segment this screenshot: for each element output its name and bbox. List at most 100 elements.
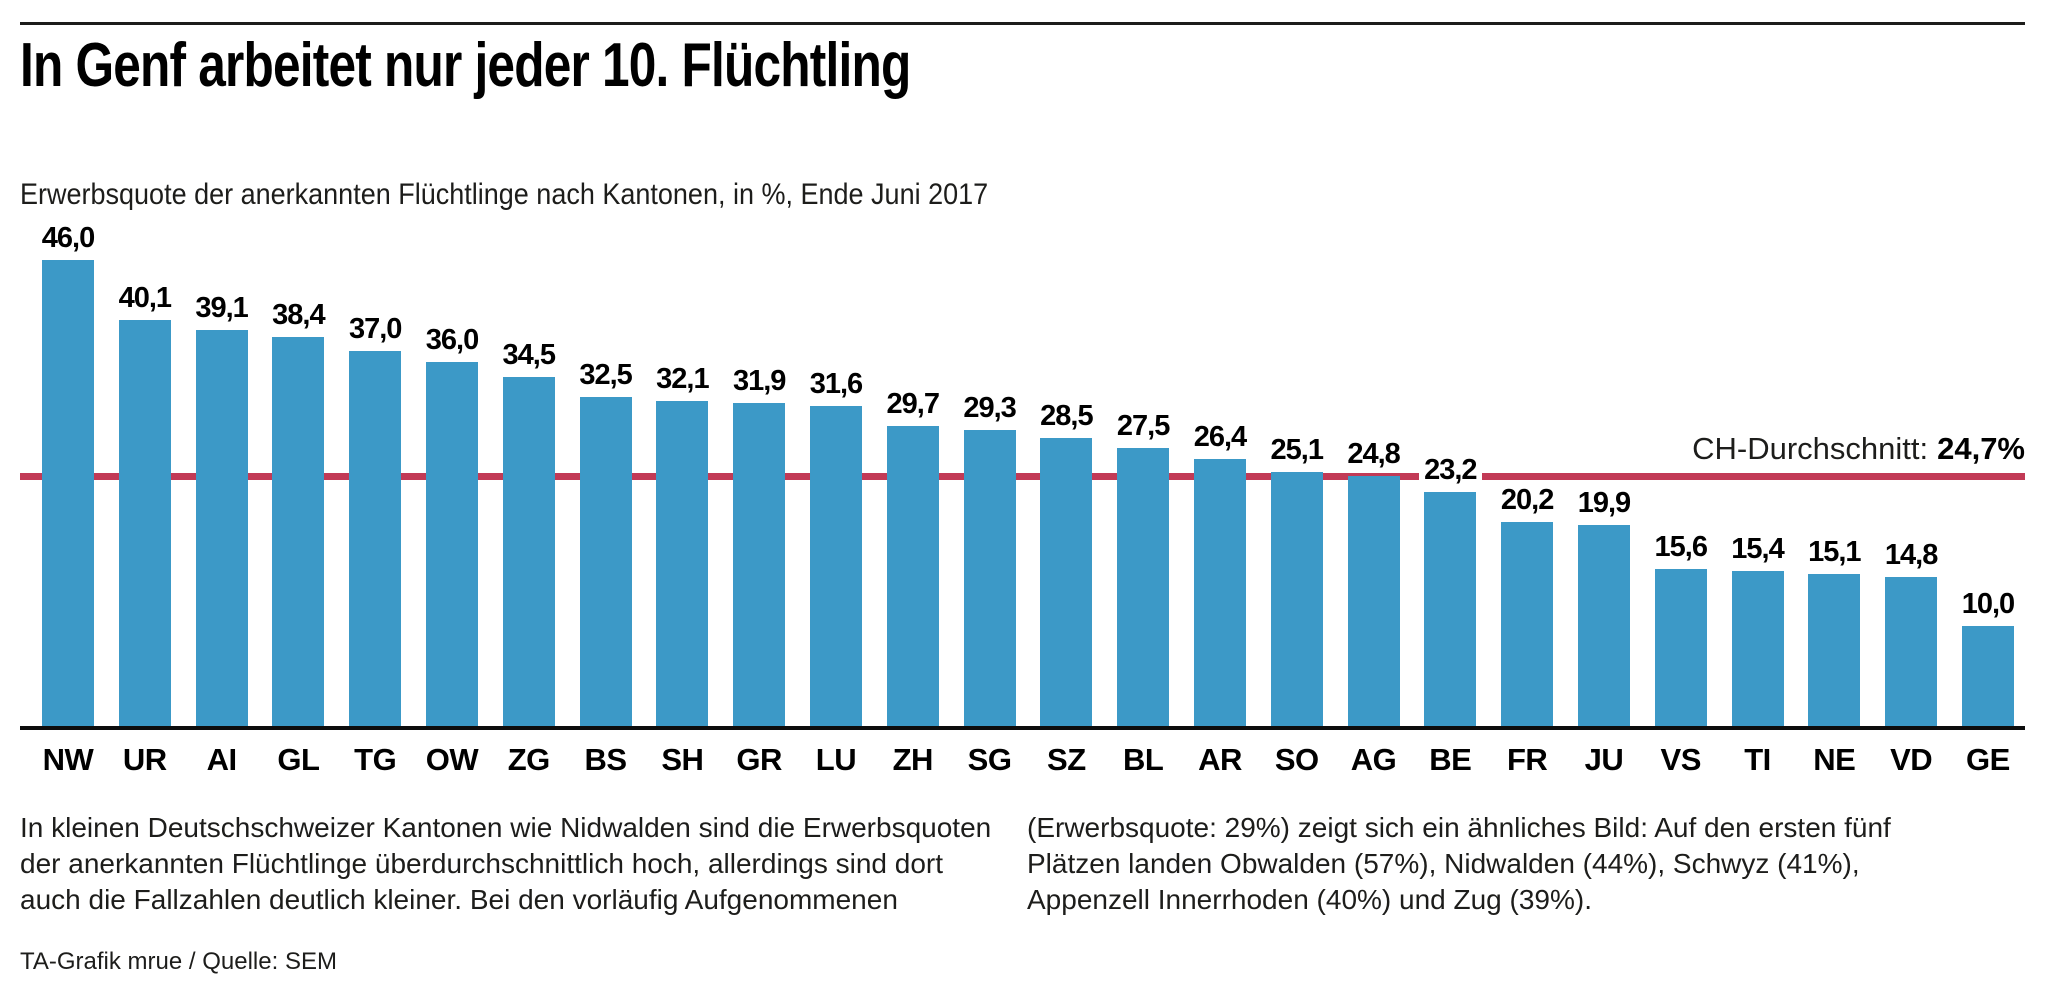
category-label-ne: NE <box>1813 742 1856 777</box>
category-label-gr: GR <box>736 742 782 777</box>
bar-so <box>1270 472 1323 728</box>
value-label-ge: 10,0 <box>1956 588 2020 621</box>
bar-slot-sg: 29,3 <box>952 392 1028 728</box>
category-label-tg: TG <box>354 742 397 777</box>
bar-slot-ar: 26,4 <box>1182 421 1258 728</box>
bar-slot-so: 25,1 <box>1259 434 1335 728</box>
value-label-so: 25,1 <box>1265 434 1328 467</box>
value-label-fr: 20,2 <box>1495 484 1559 517</box>
value-label-vd: 14,8 <box>1879 539 1943 572</box>
value-label-ar: 26,4 <box>1188 421 1252 454</box>
category-label-bs: BS <box>584 742 628 777</box>
body-text-left: In kleinen Deutschschweizer Kantonen wie… <box>20 812 992 915</box>
bar-ur <box>118 320 171 728</box>
bar-slot-ge: 10,0 <box>1950 588 2026 728</box>
bar-slot-sz: 28,5 <box>1028 400 1104 728</box>
bar-be <box>1424 492 1477 728</box>
category-label-vs: VS <box>1660 742 1702 777</box>
category-label-be: BE <box>1429 742 1472 777</box>
category-label-ge: GE <box>1966 742 2010 777</box>
category-label-bl: BL <box>1122 742 1164 777</box>
bar-slot-fr: 20,2 <box>1489 484 1565 728</box>
bar-sh <box>656 401 709 728</box>
body-text-right: (Erwerbsquote: 29%) zeigt sich ein ähnli… <box>1027 812 1891 915</box>
bar-ow <box>425 362 478 728</box>
value-label-zh: 29,7 <box>881 388 944 421</box>
bar-nw <box>42 260 94 728</box>
category-label-fr: FR <box>1506 742 1548 777</box>
bar-slot-ai: 39,1 <box>184 292 260 728</box>
value-label-ur: 40,1 <box>113 282 177 315</box>
category-label-sg: SG <box>967 742 1012 777</box>
bar-slot-ti: 15,4 <box>1720 533 1796 728</box>
category-label-ai: AI <box>206 742 238 777</box>
category-label-ag: AG <box>1350 742 1397 777</box>
bar-slot-nw: 46,0 <box>30 222 106 728</box>
bar-chart: CH-Durchschnitt: 24,7% 46,0 40,1 39,1 38,4 37… <box>20 0 2026 778</box>
bar-vs <box>1654 569 1707 728</box>
bar-ge <box>1961 626 2014 728</box>
average-reference-line <box>20 473 2025 480</box>
bar-ag <box>1347 476 1400 728</box>
value-label-ow: 36,0 <box>420 324 484 357</box>
value-label-ne: 15,1 <box>1803 536 1866 569</box>
bar-slot-bl: 27,5 <box>1105 410 1181 728</box>
category-label-ar: AR <box>1198 742 1242 777</box>
category-label-so: SO <box>1274 742 1319 777</box>
bar-slot-lu: 31,6 <box>798 368 874 728</box>
body-text: In kleinen Deutschschweizer Kantonen wie… <box>20 810 1940 917</box>
bar-tg <box>349 351 402 728</box>
bar-slot-zh: 29,7 <box>875 388 951 728</box>
category-label-ow: OW <box>425 742 479 777</box>
bar-slot-ne: 15,1 <box>1796 536 1872 728</box>
category-label-ur: UR <box>122 742 167 777</box>
bar-slot-vs: 15,6 <box>1643 531 1719 728</box>
bar-ai <box>195 330 248 728</box>
source-credit: TA-Grafik mrue / Quelle: SEM <box>20 948 337 975</box>
category-label-gl: GL <box>277 742 320 777</box>
category-label-ju: JU <box>1584 742 1624 777</box>
category-label-sz: SZ <box>1047 742 1086 777</box>
value-label-be: 23,2 <box>1419 454 1482 487</box>
x-axis-line <box>20 726 2025 730</box>
bar-slot-bs: 32,5 <box>568 359 644 728</box>
bar-slot-zg: 34,5 <box>491 339 567 728</box>
value-label-bl: 27,5 <box>1111 410 1175 443</box>
bar-slot-be: 23,2 <box>1412 454 1488 728</box>
top-rule <box>20 22 2025 25</box>
category-labels-row: NW UR AI GL TG OW ZG BS SH GR LU ZH SG SZ BL AR SO AG BE FR… <box>30 742 2026 778</box>
category-label-ti: TI <box>1744 742 1771 777</box>
value-label-bs: 32,5 <box>574 359 637 392</box>
category-label-nw: NW <box>42 742 94 777</box>
bar-gr <box>733 403 786 728</box>
bar-lu <box>809 406 862 728</box>
bar-ti <box>1731 571 1784 728</box>
bar-gl <box>272 337 325 728</box>
bar-fr <box>1501 522 1554 728</box>
bar-zg <box>502 377 555 728</box>
category-label-zg: ZG <box>507 742 551 777</box>
value-label-gr: 31,9 <box>727 365 791 398</box>
value-label-lu: 31,6 <box>804 368 868 401</box>
value-label-nw: 46,0 <box>36 222 100 255</box>
bar-slot-ju: 19,9 <box>1566 487 1642 728</box>
chart-subtitle: Erwerbsquote der anerkannten Flüchtlinge… <box>20 178 989 211</box>
value-label-sg: 29,3 <box>958 392 1021 425</box>
page-title: In Genf arbeitet nur jeder 10. Flüchtlin… <box>20 31 911 100</box>
category-label-zh: ZH <box>892 742 934 777</box>
value-label-vs: 15,6 <box>1649 531 1712 564</box>
value-label-ju: 19,9 <box>1572 487 1636 520</box>
average-label-value: 24,7% <box>1937 431 2025 466</box>
value-label-tg: 37,0 <box>343 313 407 346</box>
bar-sz <box>1040 438 1093 728</box>
value-label-sz: 28,5 <box>1035 400 1098 433</box>
bar-slot-ow: 36,0 <box>414 324 490 728</box>
bar-ne <box>1808 574 1861 728</box>
bar-ar <box>1193 459 1246 728</box>
bar-slot-gl: 38,4 <box>260 299 336 728</box>
bars-row: 46,0 40,1 39,1 38,4 37,0 36,0 34,5 32,5 32,1 31,9… <box>30 0 2026 728</box>
bar-bs <box>579 397 632 728</box>
bar-bl <box>1117 448 1170 728</box>
average-label: CH-Durchschnitt: 24,7% <box>1692 431 2025 467</box>
